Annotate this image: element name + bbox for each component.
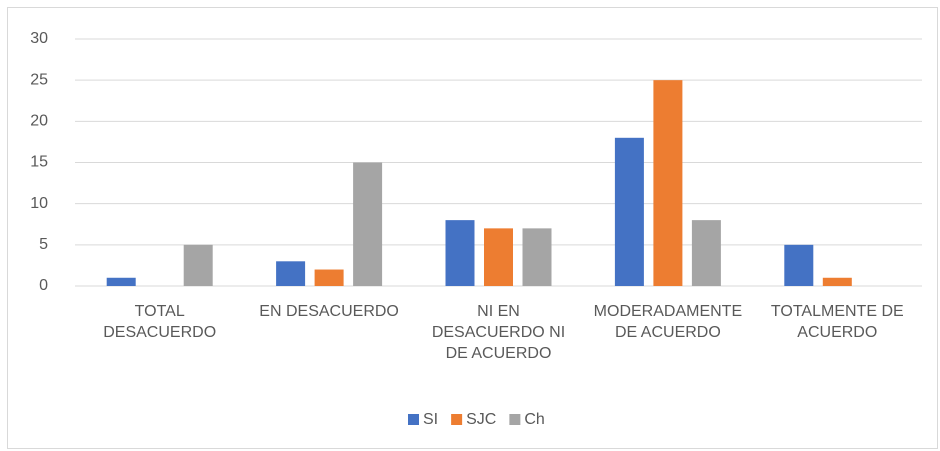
y-tick-label: 20	[30, 113, 48, 130]
bar	[522, 228, 552, 286]
bar	[653, 80, 683, 287]
bar	[822, 277, 852, 286]
x-tick-label: NI EN DESACUERDO NI DE ACUERDO	[432, 303, 565, 362]
x-tick-label: TOTALMENTE DE ACUERDO	[771, 303, 904, 341]
legend-label: SI	[423, 411, 438, 428]
x-tick-label: EN DESACUERDO	[259, 303, 399, 320]
legend-swatch	[451, 414, 463, 425]
bar	[445, 220, 475, 286]
y-tick-label: 5	[39, 236, 48, 253]
y-tick-label: 25	[30, 71, 48, 88]
y-tick-label: 0	[39, 277, 48, 294]
bar	[106, 277, 136, 286]
y-tick-label: 30	[30, 30, 48, 47]
legend-label: Ch	[524, 411, 544, 428]
x-tick-label: TOTAL DESACUERDO	[103, 303, 216, 341]
legend-label: SJC	[466, 411, 496, 428]
bar	[183, 244, 213, 286]
legend-swatch	[408, 414, 419, 425]
legend-swatch	[509, 414, 521, 425]
y-tick-label: 10	[30, 195, 48, 212]
bar	[784, 244, 814, 286]
bar	[353, 162, 383, 286]
x-tick-label: MODERADAMENTE DE ACUERDO	[594, 303, 742, 341]
y-tick-label: 15	[30, 154, 48, 171]
bar	[314, 269, 344, 286]
bar	[276, 261, 306, 286]
bar	[691, 220, 721, 286]
bar	[614, 137, 644, 286]
bar	[484, 228, 513, 286]
